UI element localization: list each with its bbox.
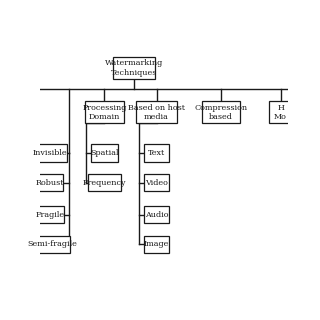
FancyBboxPatch shape: [144, 206, 169, 223]
FancyBboxPatch shape: [36, 206, 64, 223]
FancyBboxPatch shape: [113, 57, 155, 79]
FancyBboxPatch shape: [144, 174, 169, 191]
Text: Robust: Robust: [36, 179, 64, 187]
FancyBboxPatch shape: [33, 144, 67, 162]
Text: Fragile: Fragile: [35, 211, 65, 219]
Text: Frequency: Frequency: [83, 179, 126, 187]
Text: Spatial: Spatial: [90, 149, 119, 157]
Text: Processing
Domain: Processing Domain: [82, 104, 127, 121]
FancyBboxPatch shape: [144, 236, 169, 253]
Text: Audio: Audio: [145, 211, 168, 219]
Text: H
Mo: H Mo: [274, 104, 287, 121]
FancyBboxPatch shape: [91, 144, 118, 162]
FancyBboxPatch shape: [35, 236, 70, 253]
Text: Based on host
media: Based on host media: [128, 104, 185, 121]
Text: Watermarking
Techniques: Watermarking Techniques: [105, 60, 164, 76]
Text: Image: Image: [144, 240, 169, 248]
FancyBboxPatch shape: [37, 174, 63, 191]
FancyBboxPatch shape: [203, 101, 240, 124]
Text: Compression
based: Compression based: [195, 104, 248, 121]
FancyBboxPatch shape: [136, 101, 177, 124]
Text: Video: Video: [145, 179, 168, 187]
FancyBboxPatch shape: [144, 144, 169, 162]
Text: Text: Text: [148, 149, 165, 157]
FancyBboxPatch shape: [269, 101, 292, 124]
Text: Invisible: Invisible: [33, 149, 67, 157]
FancyBboxPatch shape: [88, 174, 121, 191]
Text: Semi-fragile: Semi-fragile: [28, 240, 77, 248]
FancyBboxPatch shape: [84, 101, 124, 124]
